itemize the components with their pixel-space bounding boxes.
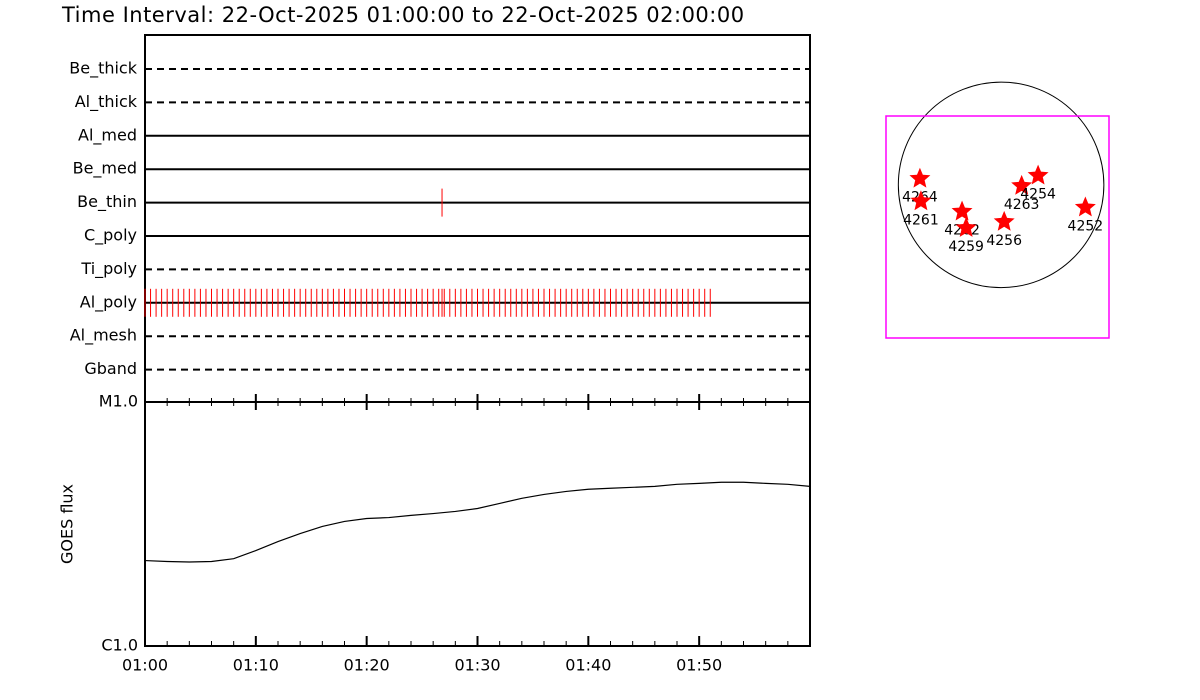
- x-tick-label: 01:40: [565, 656, 611, 675]
- filter-label: Al_mesh: [70, 326, 137, 346]
- filter-label: Gband: [84, 359, 137, 378]
- filter-label: Al_poly: [80, 292, 137, 312]
- active-region-marker: [955, 217, 977, 237]
- y-tick-label: M1.0: [99, 392, 138, 411]
- active-region-marker: [910, 190, 932, 211]
- active-region-label: 4256: [986, 233, 1022, 249]
- x-tick-label: 01:10: [233, 656, 279, 675]
- title: Time Interval: 22-Oct-2025 01:00:00 to 2…: [61, 3, 745, 27]
- filter-label: Be_thin: [77, 192, 137, 212]
- active-region-marker: [1074, 196, 1096, 217]
- active-region-marker: [951, 200, 973, 221]
- filter-label: Al_thick: [75, 92, 138, 112]
- active-region-marker: [1011, 174, 1033, 195]
- active-region-label: 4252: [1068, 218, 1104, 234]
- y-tick-label: C1.0: [101, 636, 138, 655]
- x-tick-label: 01:20: [344, 656, 390, 675]
- active-region-marker: [993, 210, 1015, 231]
- timeline-frame: [144, 34, 811, 403]
- y-axis-label: GOES flux: [58, 484, 77, 564]
- filter-label: Al_med: [78, 125, 137, 145]
- active-region-label: 4261: [903, 212, 939, 228]
- goes-frame: [144, 401, 811, 647]
- filter-label: Ti_poly: [80, 259, 137, 279]
- solar-disk: [897, 81, 1105, 289]
- x-tick-label: 01:50: [676, 656, 722, 675]
- filter-label: Be_thick: [69, 59, 137, 79]
- active-region-marker: [1027, 164, 1049, 185]
- x-tick-label: 01:00: [122, 656, 168, 675]
- x-tick-label: 01:30: [454, 656, 500, 675]
- active-region-label: 4259: [948, 239, 984, 255]
- active-region-marker: [909, 167, 931, 188]
- field-of-view: [885, 115, 1110, 339]
- active-region-label: 4254: [1020, 187, 1056, 203]
- goes-flux-line: [144, 481, 811, 563]
- filter-label: C_poly: [84, 226, 137, 246]
- filter-label: Be_med: [73, 159, 137, 179]
- active-region-label: 4263: [1004, 197, 1040, 213]
